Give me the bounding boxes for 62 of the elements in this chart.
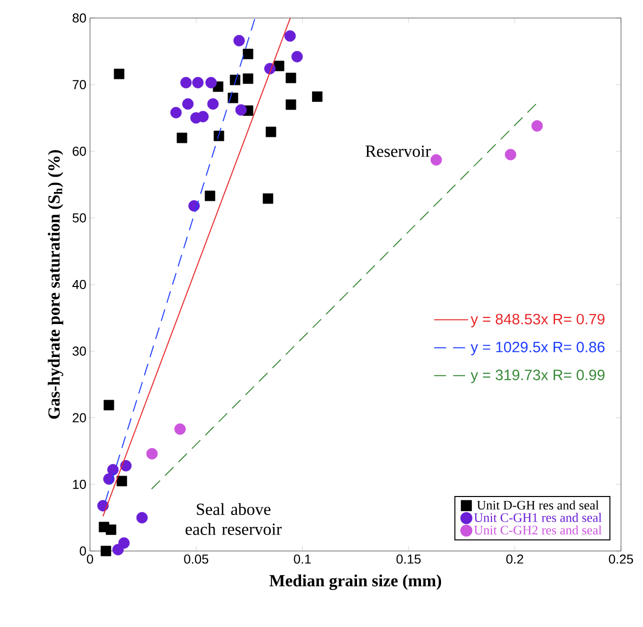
point	[114, 68, 124, 80]
point	[174, 423, 186, 435]
point	[233, 34, 245, 46]
point	[136, 512, 148, 524]
point	[100, 546, 112, 556]
x-tick-label: 0.25	[608, 554, 634, 564]
point	[197, 110, 209, 122]
point	[104, 400, 114, 410]
legend-label: y = 319.73x R= 0.99	[470, 370, 604, 384]
point	[286, 99, 296, 110]
y-tick-label: 60	[72, 146, 86, 156]
point	[531, 120, 543, 132]
point	[146, 448, 158, 460]
y-tick-label: 30	[72, 346, 86, 356]
point	[286, 72, 296, 84]
point	[266, 126, 276, 138]
annotation: Reservoir	[366, 146, 431, 157]
point	[312, 91, 322, 102]
legend-label: Unit C-GH1 res and seal	[474, 512, 602, 522]
y-tick-label: 80	[72, 13, 86, 23]
point	[120, 460, 132, 472]
point	[116, 476, 128, 486]
point	[182, 98, 194, 110]
point	[262, 193, 274, 204]
point	[180, 76, 192, 88]
legend-label: Unit C-GH2 res and seal	[474, 525, 602, 534]
y-tick-label: 50	[72, 213, 86, 222]
y-tick-label: 40	[72, 280, 86, 290]
point	[170, 106, 182, 118]
x-tick-label: 0.05	[184, 554, 208, 564]
y-axis-title: Gas-hydrate pore saturation (S$_{h}$) (%)	[48, 150, 64, 419]
point	[107, 464, 119, 476]
point	[235, 104, 247, 116]
annotation: Seal above each reservoir	[186, 503, 282, 535]
point	[188, 200, 200, 212]
x-tick-label: 0.2	[506, 554, 524, 564]
legend-label: y = 1029.5x R= 0.86	[470, 342, 605, 356]
point	[205, 76, 217, 88]
point	[242, 73, 254, 84]
x-tick-label: 0.15	[396, 554, 421, 564]
legend-label: Unit D-GH res and seal	[476, 500, 599, 510]
y-tick-label: 70	[72, 80, 86, 90]
point	[274, 60, 284, 72]
point	[504, 148, 516, 160]
point	[192, 76, 204, 88]
y-tick-label: 20	[72, 413, 86, 422]
point	[291, 50, 303, 62]
point	[106, 524, 116, 535]
point	[207, 98, 219, 110]
point	[176, 132, 188, 144]
point	[242, 48, 254, 60]
point	[214, 130, 224, 142]
x-tick-label: 0.1	[294, 554, 311, 564]
point	[284, 30, 296, 42]
x-axis-title: Median grain size (mm)	[269, 574, 442, 590]
point	[430, 154, 442, 166]
point	[204, 190, 216, 202]
y-tick-label: 0	[80, 546, 86, 556]
point	[112, 544, 124, 556]
legend-label: y = 848.53x R= 0.79	[470, 314, 604, 328]
y-tick-label: 10	[73, 480, 86, 489]
x-tick-label: 0	[86, 554, 94, 564]
